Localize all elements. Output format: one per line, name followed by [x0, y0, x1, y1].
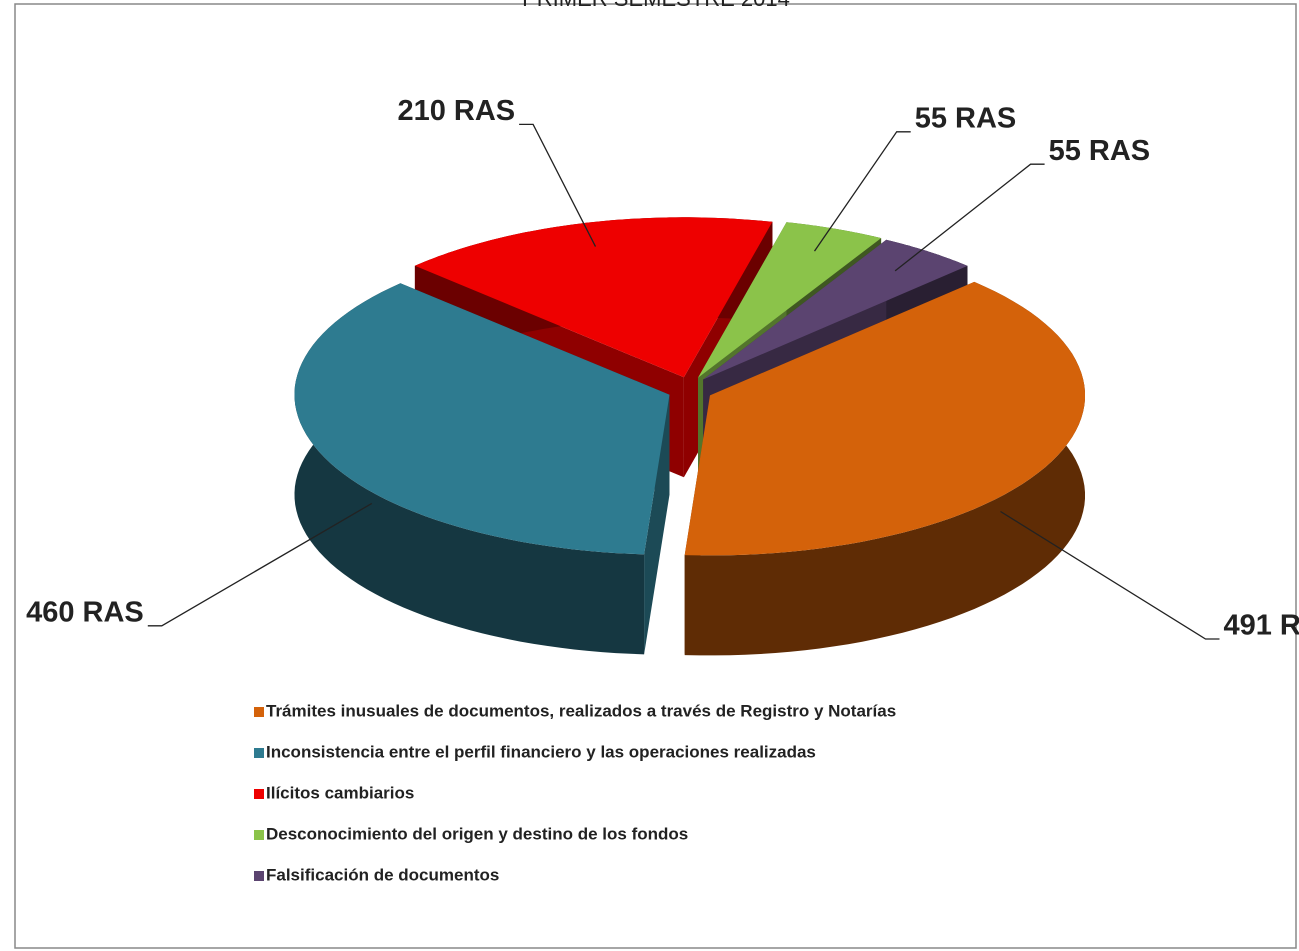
legend-label: Falsificación de documentos [266, 865, 499, 884]
slice [684, 281, 1085, 656]
leader-line [894, 163, 1045, 272]
data-label: 491 RAS [1223, 610, 1299, 642]
legend-swatch [254, 789, 264, 799]
legend-label: Ilícitos cambiarios [266, 783, 414, 802]
leader-line [519, 123, 597, 247]
legend-label: Trámites inusuales de documentos, realiz… [266, 701, 896, 720]
slice-top [703, 239, 968, 380]
data-label: 55 RAS [1049, 135, 1151, 167]
leader-line [147, 502, 373, 627]
legend-swatch [254, 748, 264, 758]
slice-top [684, 281, 1085, 556]
data-label: 55 RAS [915, 102, 1017, 134]
chart-title: PRIMER SEMESTRE 2014 [522, 0, 790, 11]
legend-label: Inconsistencia entre el perfil financier… [266, 742, 816, 761]
data-label: 460 RAS [26, 596, 144, 628]
slice [294, 283, 670, 655]
data-label: 210 RAS [397, 95, 515, 127]
leader-line [813, 131, 911, 252]
leader-line [1000, 510, 1220, 640]
legend-swatch [254, 871, 264, 881]
slice-top [698, 222, 882, 378]
slice-top [294, 283, 670, 555]
slice-top [414, 217, 773, 378]
legend-label: Desconocimiento del origen y destino de … [266, 824, 688, 843]
legend-swatch [254, 707, 264, 717]
legend-swatch [254, 830, 264, 840]
